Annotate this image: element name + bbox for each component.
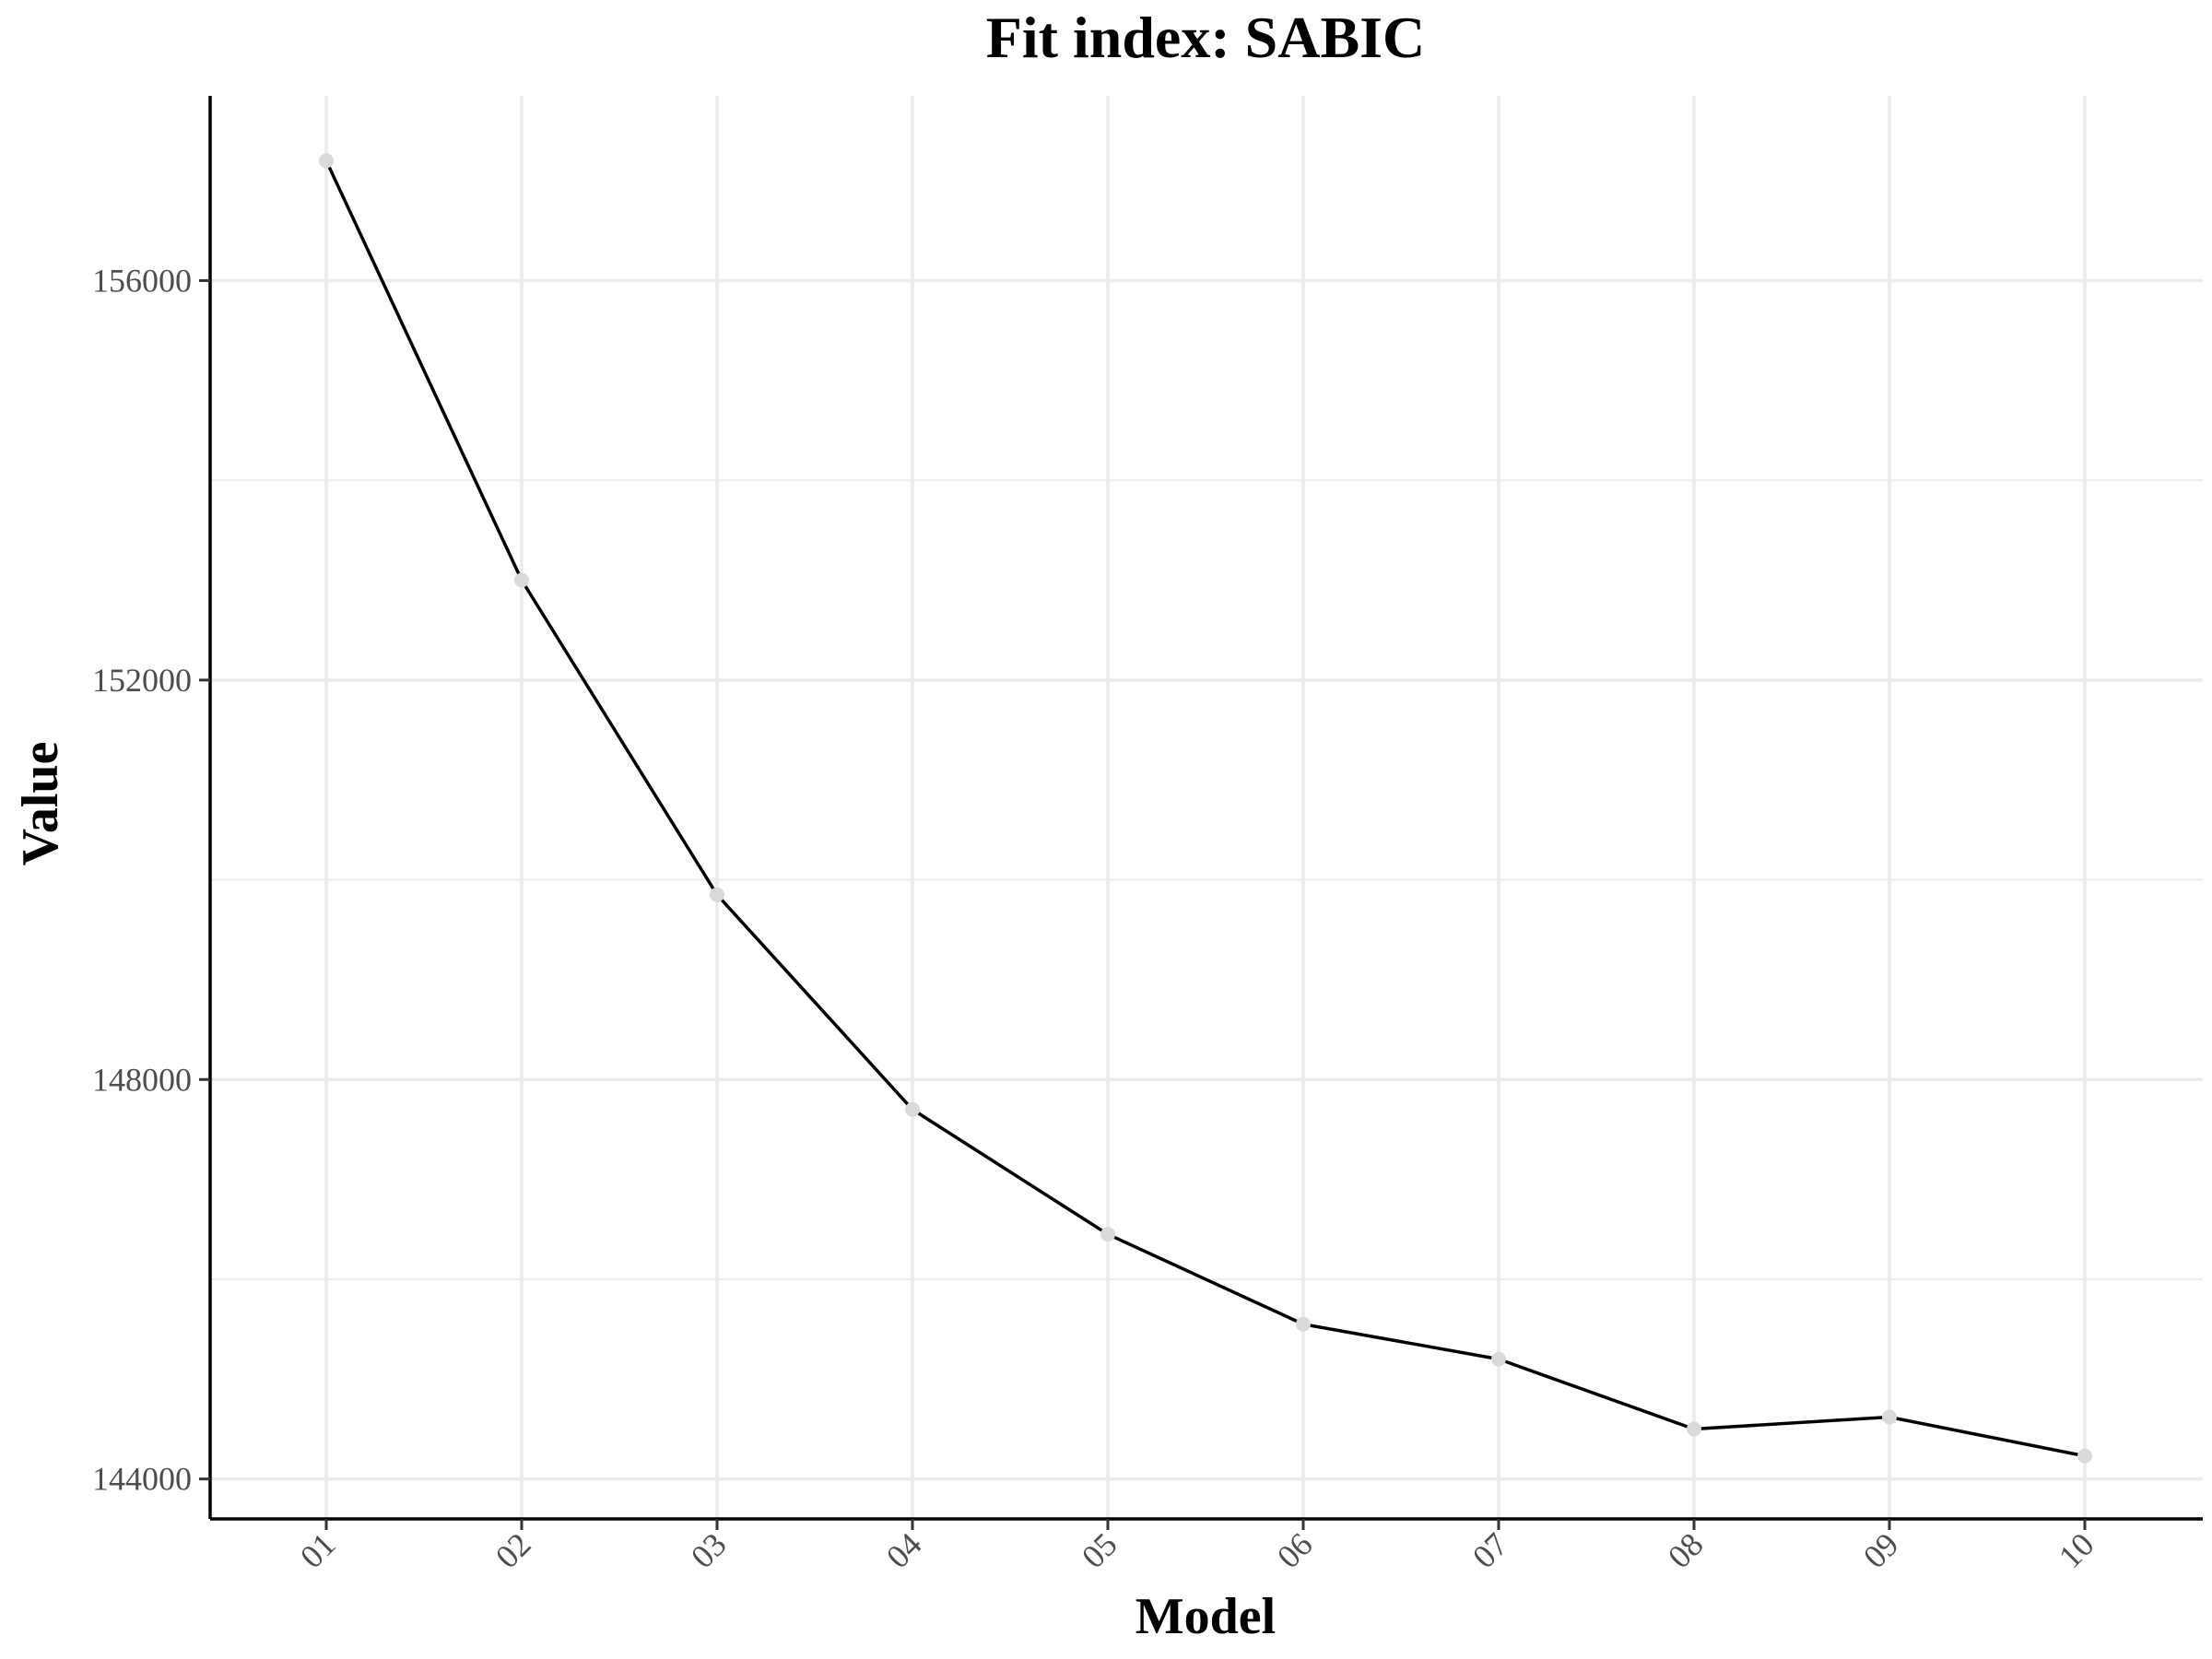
- y-tick-label: 144000: [92, 1461, 192, 1498]
- data-point: [514, 572, 529, 588]
- grid-lines: [210, 96, 2203, 1519]
- data-point: [1882, 1409, 1897, 1425]
- data-point: [710, 887, 724, 902]
- y-tick-label: 148000: [92, 1061, 192, 1098]
- y-tick-label: 156000: [92, 262, 192, 299]
- axes: [199, 96, 2203, 1530]
- series-line: [324, 159, 2086, 1458]
- data-point: [1296, 1316, 1311, 1332]
- data-point: [1687, 1421, 1701, 1437]
- data-point: [319, 153, 334, 169]
- series-group: [319, 153, 2092, 1464]
- y-tick-label: 152000: [92, 662, 192, 699]
- data-point: [905, 1101, 920, 1117]
- x-axis-title: Model: [1135, 1588, 1276, 1645]
- y-axis-title: Value: [12, 742, 69, 866]
- data-point: [2077, 1448, 2092, 1464]
- data-point: [1491, 1351, 1506, 1367]
- data-point: [1100, 1227, 1115, 1242]
- chart-title: Fit index: SABIC: [986, 5, 1426, 70]
